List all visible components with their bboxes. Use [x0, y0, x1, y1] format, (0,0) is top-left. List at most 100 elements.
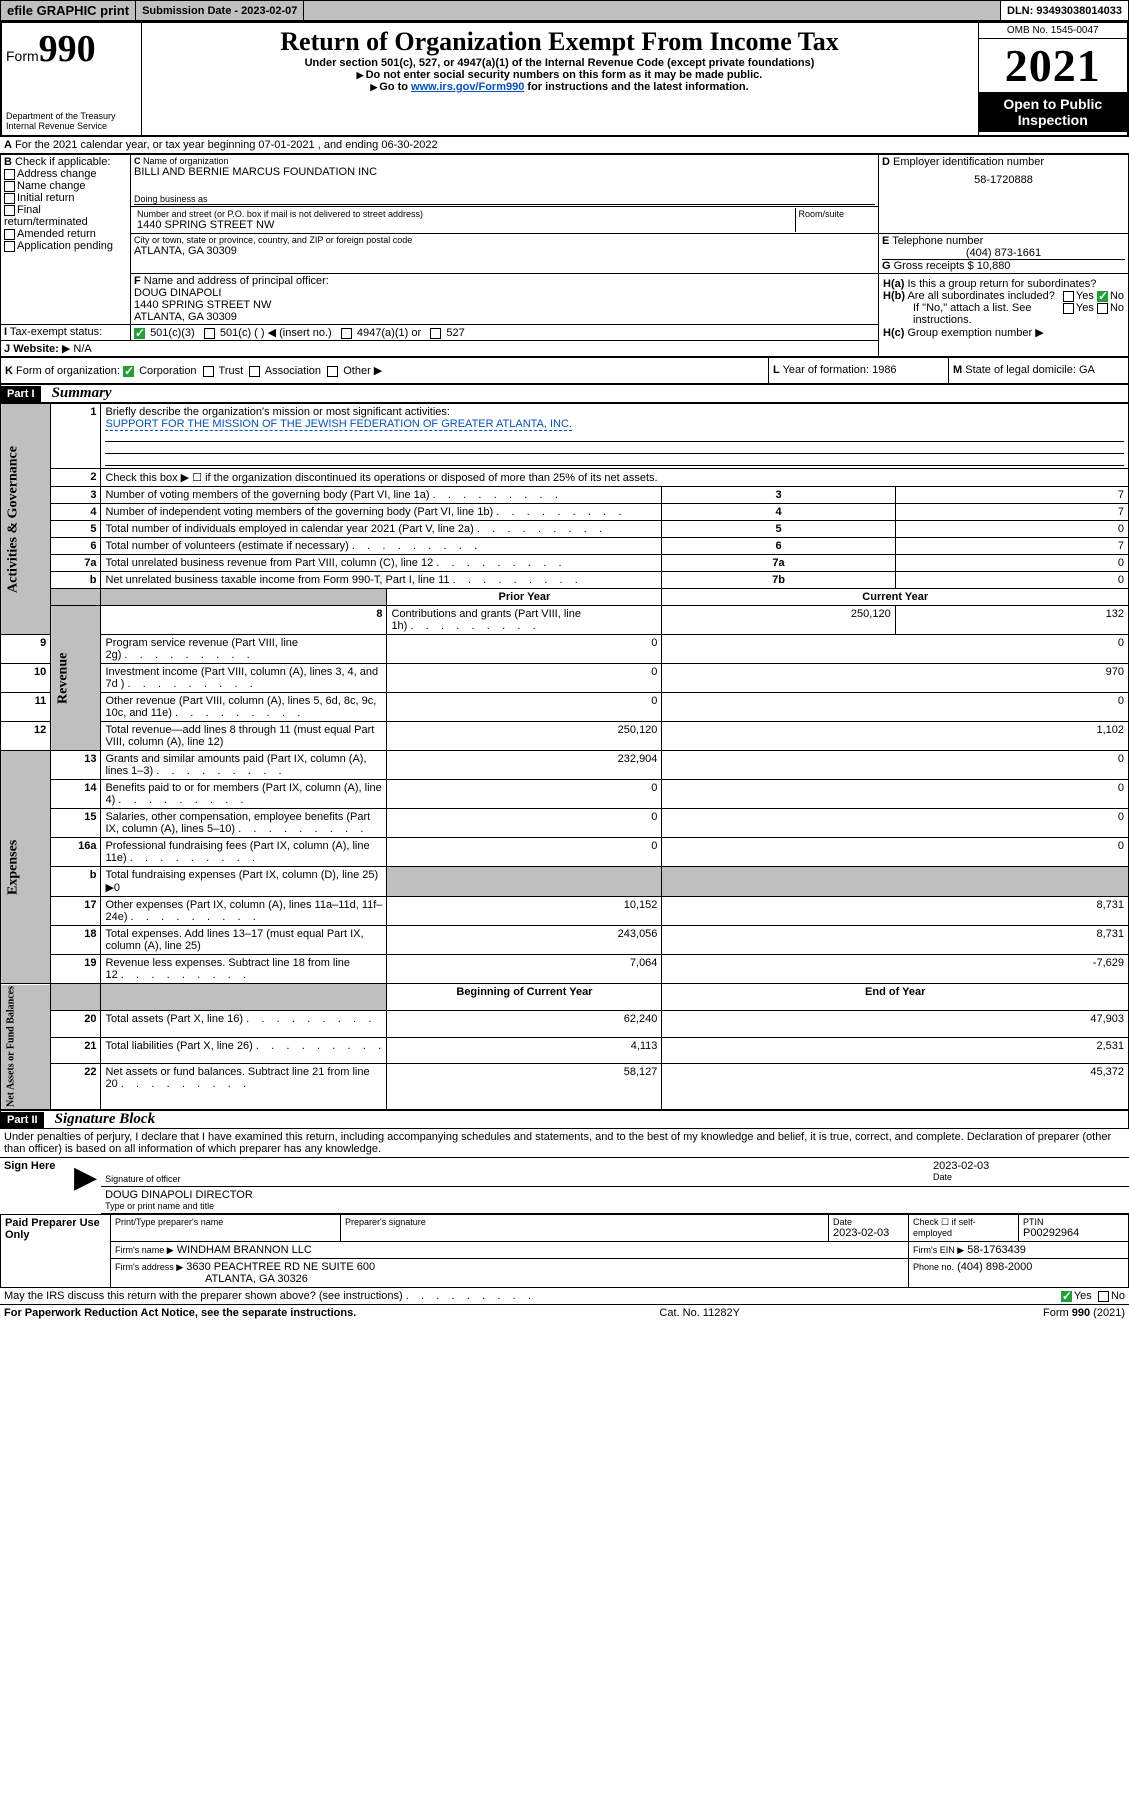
f-label: Name and address of principal officer:: [144, 275, 329, 287]
chk-initial-return[interactable]: Initial return: [4, 192, 127, 204]
addr-label: Number and street (or P.O. box if mail i…: [137, 209, 792, 219]
firm-addr: 3630 PEACHTREE RD NE SUITE 600: [186, 1261, 375, 1273]
e-label: Telephone number: [892, 235, 983, 247]
i-label: Tax-exempt status:: [10, 326, 102, 338]
na-row-21: Total liabilities (Part X, line 26): [101, 1037, 387, 1064]
pra-notice: For Paperwork Reduction Act Notice, see …: [4, 1307, 356, 1319]
d-label: Employer identification number: [893, 156, 1044, 168]
ptin-label: PTIN: [1023, 1217, 1124, 1227]
g-label: Gross receipts $: [894, 260, 974, 272]
chk-name-change[interactable]: Name change: [4, 180, 127, 192]
note-ssn: Do not enter social security numbers on …: [146, 69, 974, 81]
hb-yes[interactable]: [1063, 303, 1074, 314]
firm-phone-label: Phone no.: [913, 1262, 954, 1272]
chk-application-pending[interactable]: Application pending: [4, 240, 127, 252]
state-domicile: GA: [1079, 364, 1095, 376]
exp-row-18: Total expenses. Add lines 13–17 (must eq…: [101, 926, 387, 955]
form-subtitle: Under section 501(c), 527, or 4947(a)(1)…: [146, 57, 974, 69]
self-employed-chk[interactable]: Check ☐ if self-employed: [909, 1214, 1019, 1241]
prep-name-label: Print/Type preparer's name: [111, 1214, 341, 1241]
paid-preparer-block: Paid Preparer Use Only Print/Type prepar…: [0, 1214, 1129, 1288]
discuss-yes[interactable]: [1061, 1291, 1072, 1302]
firm-ein: 58-1763439: [967, 1244, 1026, 1256]
efile-print-button[interactable]: efile GRAPHIC print: [1, 1, 136, 20]
part1-grid: Activities & Governance 1 Briefly descri…: [0, 403, 1129, 1110]
omb-no: OMB No. 1545-0047: [979, 23, 1128, 39]
chk-amended-return[interactable]: Amended return: [4, 228, 127, 240]
q1-label: Briefly describe the organization's miss…: [105, 406, 449, 418]
exp-row-17: Other expenses (Part IX, column (A), lin…: [101, 897, 387, 926]
col-current: Current Year: [662, 589, 1129, 606]
dln: DLN: 93493038014033: [1001, 1, 1128, 20]
m-label: State of legal domicile:: [965, 364, 1076, 376]
prep-date-label: Date: [833, 1217, 904, 1227]
chk-assoc[interactable]: [249, 366, 260, 377]
gov-row-3: Number of voting members of the governin…: [101, 487, 662, 504]
chk-501c3[interactable]: [134, 328, 145, 339]
sig-officer-label: Signature of officer: [105, 1174, 925, 1184]
ptin-val: P00292964: [1023, 1227, 1124, 1239]
hb-no[interactable]: [1097, 303, 1108, 314]
c-name-label: Name of organization: [143, 156, 229, 166]
cat-no: Cat. No. 11282Y: [659, 1307, 740, 1319]
chk-address-change[interactable]: Address change: [4, 168, 127, 180]
chk-4947[interactable]: [341, 328, 352, 339]
b-title: Check if applicable:: [15, 156, 110, 168]
firm-ein-label: Firm's EIN ▶: [913, 1245, 964, 1255]
irs-label: Internal Revenue Service: [6, 121, 137, 131]
ha-yes[interactable]: [1063, 291, 1074, 302]
exp-row-16b: Total fundraising expenses (Part IX, col…: [101, 867, 387, 897]
chk-other[interactable]: [327, 366, 338, 377]
gov-row-4: Number of independent voting members of …: [101, 504, 662, 521]
discuss-no[interactable]: [1098, 1291, 1109, 1302]
sign-here-block: Sign Here ▶ Signature of officer 2023-02…: [0, 1158, 1129, 1214]
officer-name: DOUG DINAPOLI: [134, 287, 875, 299]
website: N/A: [73, 343, 91, 355]
chk-501c[interactable]: [204, 328, 215, 339]
form-title: Return of Organization Exempt From Incom…: [146, 27, 974, 57]
exp-row-13: Grants and similar amounts paid (Part IX…: [101, 751, 387, 780]
exp-row-14: Benefits paid to or for members (Part IX…: [101, 780, 387, 809]
side-netassets: Net Assets or Fund Balances: [1, 984, 51, 1110]
chk-trust[interactable]: [203, 366, 214, 377]
hb-label: Are all subordinates included?: [907, 290, 1054, 302]
ha-no[interactable]: [1097, 291, 1108, 302]
rev-row-11: Other revenue (Part VIII, column (A), li…: [101, 693, 387, 722]
side-expenses: Expenses: [1, 751, 51, 984]
rev-row-9: Program service revenue (Part VIII, line…: [101, 635, 387, 664]
sign-arrow-icon: ▶: [70, 1158, 101, 1214]
form-header: Form990 Department of the Treasury Inter…: [0, 21, 1129, 137]
k-label: Form of organization:: [16, 365, 120, 377]
col-boy: Beginning of Current Year: [387, 984, 662, 1011]
firm-addr-label: Firm's address ▶: [115, 1262, 183, 1272]
gov-row-5: Total number of individuals employed in …: [101, 521, 662, 538]
side-revenue: Revenue: [51, 606, 101, 751]
paid-preparer-label: Paid Preparer Use Only: [1, 1214, 111, 1287]
gross-receipts: 10,880: [977, 260, 1011, 272]
firm-phone: (404) 898-2000: [957, 1261, 1032, 1273]
mission-text: SUPPORT FOR THE MISSION OF THE JEWISH FE…: [105, 418, 572, 431]
q2-text: Check this box ▶ ☐ if the organization d…: [101, 469, 1129, 487]
prep-date-val: 2023-02-03: [833, 1227, 904, 1239]
na-row-22: Net assets or fund balances. Subtract li…: [101, 1064, 387, 1110]
chk-final-return[interactable]: Final return/terminated: [4, 204, 127, 228]
officer-addr2: ATLANTA, GA 30309: [134, 311, 875, 323]
chk-527[interactable]: [430, 328, 441, 339]
rev-row-8: Contributions and grants (Part VIII, lin…: [387, 606, 662, 635]
form-number: 990: [39, 28, 96, 70]
side-governance: Activities & Governance: [1, 404, 51, 635]
sig-date-val: 2023-02-03: [933, 1160, 1125, 1172]
sig-date-label: Date: [933, 1172, 1125, 1182]
gov-row-6: Total number of volunteers (estimate if …: [101, 538, 662, 555]
firm-name: WINDHAM BRANNON LLC: [177, 1244, 312, 1256]
firm-name-label: Firm's name ▶: [115, 1245, 174, 1255]
chk-corp[interactable]: [123, 366, 134, 377]
form-word: Form: [6, 48, 39, 64]
hc-label: Group exemption number: [907, 327, 1032, 339]
firm-city: ATLANTA, GA 30326: [115, 1273, 308, 1285]
form990-link[interactable]: www.irs.gov/Form990: [411, 81, 524, 93]
rev-row-12: Total revenue—add lines 8 through 11 (mu…: [101, 722, 387, 751]
open-public: Open to Public Inspection: [979, 92, 1128, 132]
submission-date: Submission Date - 2023-02-07: [136, 1, 304, 20]
officer-printed-name: DOUG DINAPOLI DIRECTOR: [105, 1189, 1125, 1201]
